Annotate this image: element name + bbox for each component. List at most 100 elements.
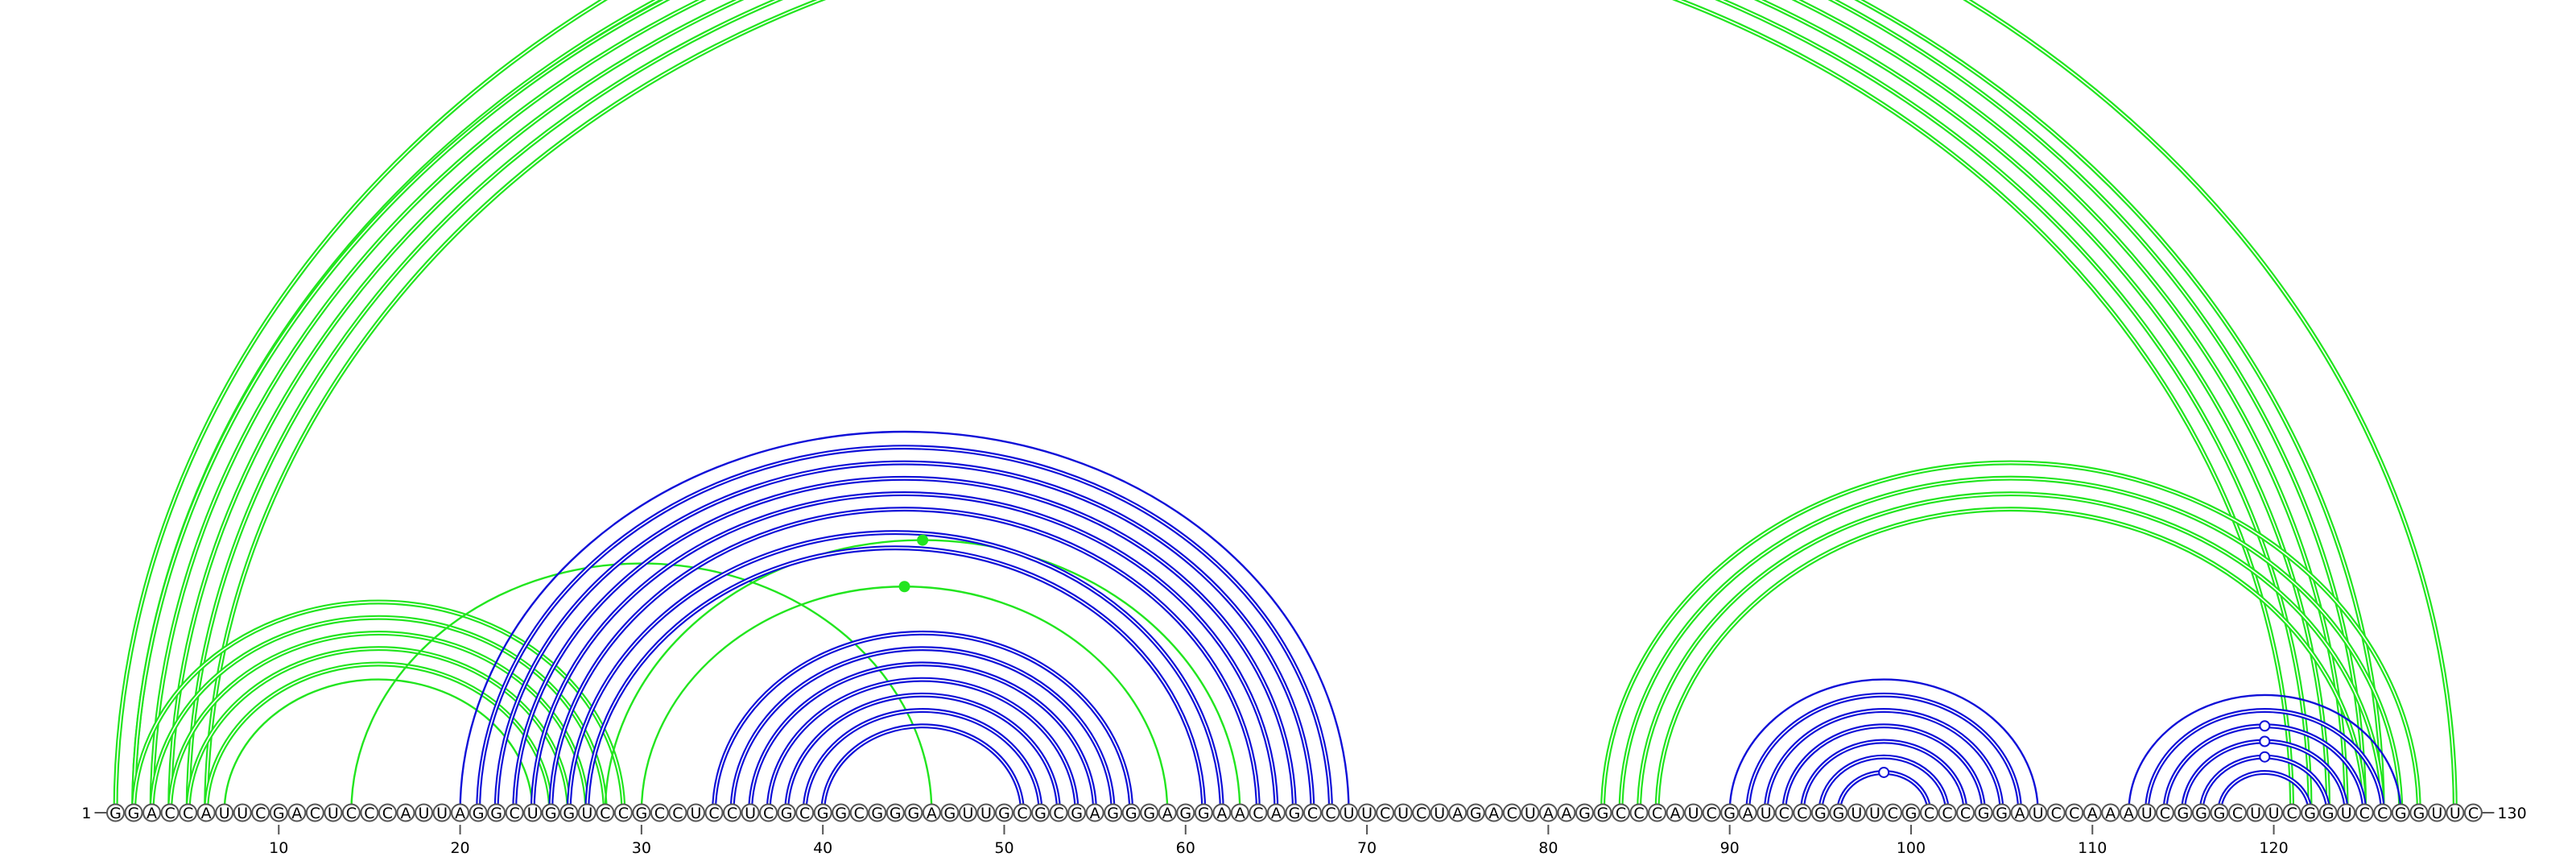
nucleotide-letter: C [854,805,865,822]
nucleotide-letter: G [2178,805,2190,822]
nucleotide-letter: G [545,805,557,822]
nucleotide-letter: U [980,805,992,822]
nucleotide: A [1266,803,1286,822]
nucleotide: C [1956,803,1975,822]
arc-inner-gap [1747,694,2021,814]
nucleotide-letter: A [1543,805,1554,822]
nucleotide-circle [1285,803,1304,822]
nucleotide: U [2029,803,2048,822]
arc-outer-stroke [131,0,2385,814]
nucleotide-circle [2065,803,2084,822]
base-pair-arc [820,723,1025,814]
nucleotide: A [1448,803,1468,822]
nucleotide-letter: G [1034,805,1046,822]
nucleotide-circle [922,803,941,822]
nucleotide: G [1829,803,1848,822]
base-pair-arc [1763,708,2004,814]
nucleotide-letter: G [1289,805,1301,822]
nucleotide-circle [777,803,796,822]
arc-inner-gap [822,725,1023,814]
nucleotide-letter: C [1924,805,1934,822]
nucleotide: U [1357,803,1377,822]
nucleotide-letter: G [1814,805,1827,822]
nucleotide-letter: C [1942,805,1952,822]
arc-outer-stroke [711,630,1134,814]
nucleotide-circle [904,803,923,822]
nucleotide-letter: G [1724,805,1736,822]
nucleotide: A [2119,803,2138,822]
nucleotide-letter: A [1452,805,1463,822]
nucleotide: G [2318,803,2338,822]
arc-inner-gap [151,0,2347,814]
nucleotide-circle [2246,803,2265,822]
arc-inner-gap [133,601,625,814]
nucleotide-circle [1484,803,1504,822]
nucleotide-letter: G [817,805,829,822]
nucleotide-letter: U [2431,805,2442,822]
arc-stroke [223,678,534,814]
nucleotide: U [432,803,452,822]
nucleotide: A [1484,803,1504,822]
base-pair-arc [167,630,590,814]
nucleotide-circle [432,803,452,822]
nucleotide: G [904,803,923,822]
arc-inner-gap [205,663,552,814]
arc-inner-gap [786,694,1059,814]
nucleotide: C [1629,803,1649,822]
nucleotide: U [2246,803,2265,822]
nucleotide-letter: C [1888,805,1898,822]
nucleotide-circle [415,803,434,822]
base-pair-arc [2216,770,2313,814]
nucleotide-circle [2301,803,2320,822]
nucleotide: C [704,803,724,822]
nucleotide-circle [1212,803,1232,822]
nucleotide-circle [1521,803,1540,822]
nucleotide: G [469,803,488,822]
base-pair-arc [729,646,1116,814]
nucleotide: U [1393,803,1413,822]
nucleotide-circle [1393,803,1413,822]
nucleotide-circle [1629,803,1649,822]
nucleotide-circle [1049,803,1068,822]
nucleotide: G [1104,803,1123,822]
nucleotide-letter: C [654,805,665,822]
position-tick: 90 [1720,825,1740,857]
arc-inner-gap [151,616,606,814]
nucleotide: C [849,803,869,822]
nucleotide: A [287,803,307,822]
nucleotide: C [2155,803,2174,822]
nucleotide: A [2010,803,2029,822]
nucleotide: C [341,803,361,822]
nucleotide-letter: C [1633,805,1644,822]
nucleotide-letter: C [2468,805,2479,822]
arc-apex-marker [2259,735,2271,747]
nucleotide: C [1883,803,1902,822]
nucleotide-circle [160,803,180,822]
nucleotide-letter: A [1216,805,1227,822]
arc-inner-gap [1783,725,1984,814]
base-pair-arc [1799,739,1968,814]
nucleotide: C [1648,803,1667,822]
nucleotide: G [541,803,560,822]
nucleotide: A [451,803,470,822]
nucleotide-letter: C [1960,805,1971,822]
arc-inner-gap [1620,477,2402,814]
nucleotide-circle [832,803,851,822]
nucleotide-circle [1085,803,1104,822]
base-pair-arc [784,692,1062,814]
nucleotide-letter: U [2450,805,2461,822]
nucleotide-letter: C [310,805,320,822]
nucleotide-circle [1266,803,1286,822]
nucleotide-letter: G [1179,805,1191,822]
tick-label: 90 [1720,839,1740,857]
nucleotide-circle [1593,803,1612,822]
arc-inner-gap [568,532,1223,814]
nucleotide-letter: G [1579,805,1591,822]
arc-inner-gap [767,678,1078,814]
nucleotide-letter: C [2377,805,2388,822]
nucleotide: G [1720,803,1740,822]
nucleotide: U [686,803,705,822]
arc-stroke [604,539,1241,814]
nucleotide: A [1212,803,1232,822]
